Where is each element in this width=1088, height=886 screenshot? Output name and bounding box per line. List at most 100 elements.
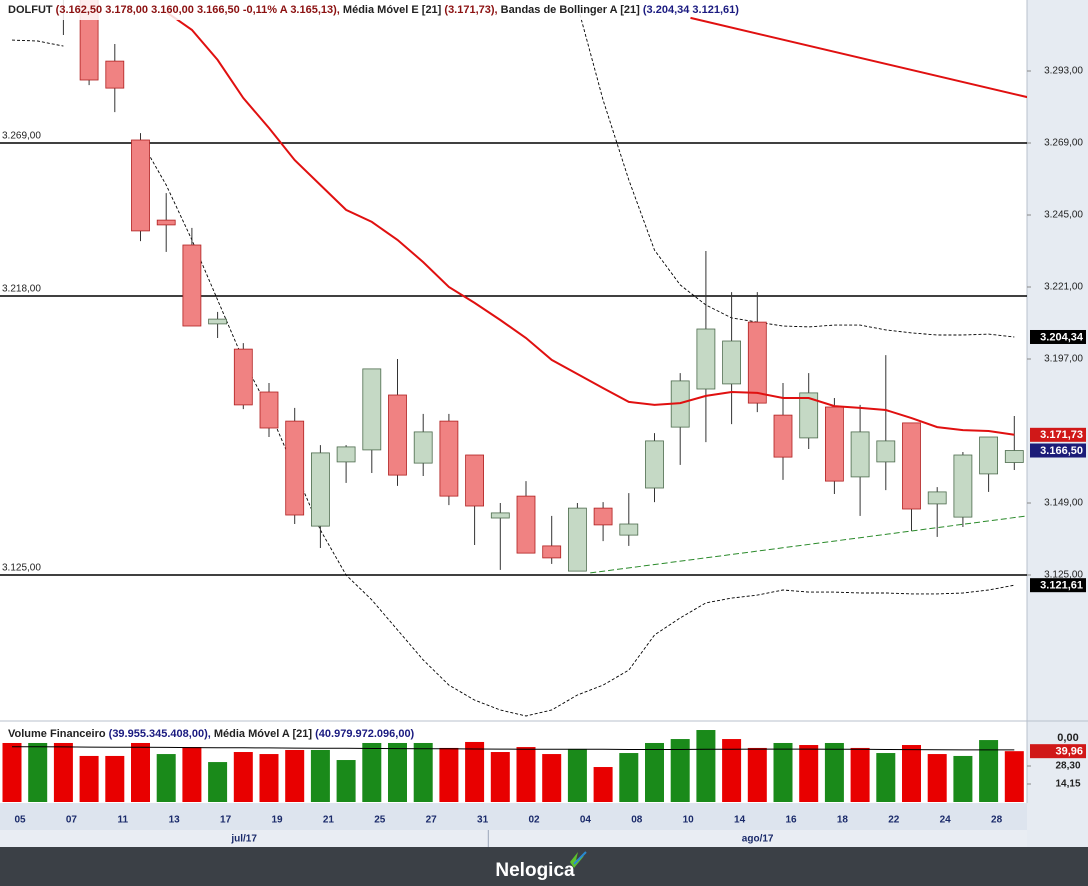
x-tick-label: 31 (477, 815, 489, 826)
candle-body (747, 321, 767, 404)
volume-bar (259, 754, 279, 802)
candle-body (542, 545, 562, 559)
volume-bar (105, 755, 125, 802)
volume-bar (490, 752, 510, 802)
candle-body (825, 406, 844, 482)
x-tick-label: 25 (374, 815, 386, 826)
candle-body (593, 507, 613, 526)
volume-bar (953, 755, 973, 802)
trend-line (590, 515, 1027, 574)
volume-bar (670, 739, 690, 802)
y-tick-label: 3.197,00 (1044, 354, 1083, 365)
x-tick-label: 14 (734, 815, 746, 826)
candle-body (1004, 450, 1024, 463)
date-axis-bg (0, 803, 1027, 830)
bb-upper-tag: 3.204,34 (1040, 331, 1084, 343)
x-tick-label: 28 (991, 815, 1003, 826)
volume-tag: 39,96 (1055, 746, 1083, 758)
volume-bar (388, 742, 407, 802)
volume-bar (79, 755, 99, 802)
x-tick-label: 18 (837, 815, 849, 826)
candle-body (773, 414, 793, 458)
volume-plot (2, 730, 1024, 802)
volume-bar (567, 748, 587, 802)
y-tick-label: 28,30 (1055, 761, 1080, 772)
candle-body (953, 454, 973, 518)
volume-bar (902, 745, 921, 802)
volume-bar (208, 762, 228, 802)
candle-body (388, 394, 407, 476)
x-tick-label: 08 (631, 815, 643, 826)
footer-bar (0, 847, 1088, 886)
volume-name: Volume Financeiro (8, 728, 106, 740)
price-axis-bg (1027, 0, 1088, 803)
x-tick-label: 11 (118, 815, 129, 826)
brand: Nelogica (495, 860, 575, 881)
candle-body (362, 368, 382, 451)
y-tick-label: 3.269,00 (1044, 138, 1083, 149)
ema-name: Média Móvel E [21] (343, 4, 442, 16)
candle-body (285, 420, 305, 516)
volume-bar (182, 747, 202, 802)
x-tick-label: 24 (940, 815, 952, 826)
volume-bar (542, 754, 562, 802)
candle-body (336, 446, 356, 463)
x-tick-label: 17 (220, 815, 232, 826)
candle-body (490, 512, 510, 519)
candle-body (156, 219, 176, 226)
volume-bar (876, 753, 896, 802)
candle-body (645, 440, 664, 489)
candle-body (208, 318, 228, 325)
candle-body (79, 0, 99, 81)
ohlc-values: (3.162,50 3.178,00 3.160,00 3.166,50 -0,… (56, 4, 340, 16)
y-tick-label: 3.149,00 (1044, 498, 1083, 509)
volume-bar (593, 767, 613, 802)
ema-tag-bg (1030, 427, 1086, 442)
y-tick-label: 3.293,00 (1044, 66, 1083, 77)
ema-tag: 3.171,73 (1040, 429, 1083, 441)
candle-body (850, 431, 870, 478)
month-axis-bg (0, 830, 1027, 847)
x-tick-label: 19 (271, 815, 283, 826)
volume-bar (850, 747, 870, 802)
candle-body (465, 454, 485, 507)
volume-bar (979, 740, 999, 802)
candle-body (413, 431, 433, 464)
volume-bar (465, 741, 485, 802)
volume-bar (310, 749, 330, 802)
bb-values: (3.204,34 3.121,61) (643, 4, 739, 16)
volume-bar (233, 752, 253, 802)
candle-body (902, 422, 921, 510)
volume-bar (53, 742, 73, 802)
volume-bar (285, 749, 305, 802)
volume-bar (619, 753, 639, 802)
volume-bar (156, 754, 176, 802)
y-tick-label: 3.245,00 (1044, 210, 1083, 221)
candle-body (722, 340, 741, 385)
price-plot: 3.269,00 3.218,00 3.125,00 (0, 0, 1027, 717)
header-bg (0, 0, 690, 20)
close-tag-bg (1030, 443, 1086, 458)
symbol: DOLFUT (8, 4, 53, 16)
horizontal-line-label: 3.218,00 (2, 284, 41, 295)
x-tick-label: 10 (683, 815, 695, 826)
x-tick-label: 04 (580, 815, 592, 826)
x-tick-label: 02 (528, 815, 540, 826)
volume-bar (516, 747, 536, 802)
volume-bar (696, 730, 716, 802)
month-label: jul/17 (230, 834, 257, 845)
candle-body (182, 244, 202, 327)
month-label: ago/17 (742, 834, 774, 845)
volume-bar (722, 739, 742, 802)
ema-line (165, 11, 1015, 436)
bb-upper-tag-bg (1030, 329, 1086, 344)
y-tick-label: 3.221,00 (1044, 282, 1083, 293)
candle-body (105, 60, 125, 89)
volume-bar (28, 742, 48, 802)
volume-tag-bg (1030, 744, 1086, 759)
bb-lower-tag: 3.121,61 (1040, 580, 1083, 592)
close-tag: 3.166,50 (1040, 445, 1083, 457)
candle-body (799, 392, 819, 439)
